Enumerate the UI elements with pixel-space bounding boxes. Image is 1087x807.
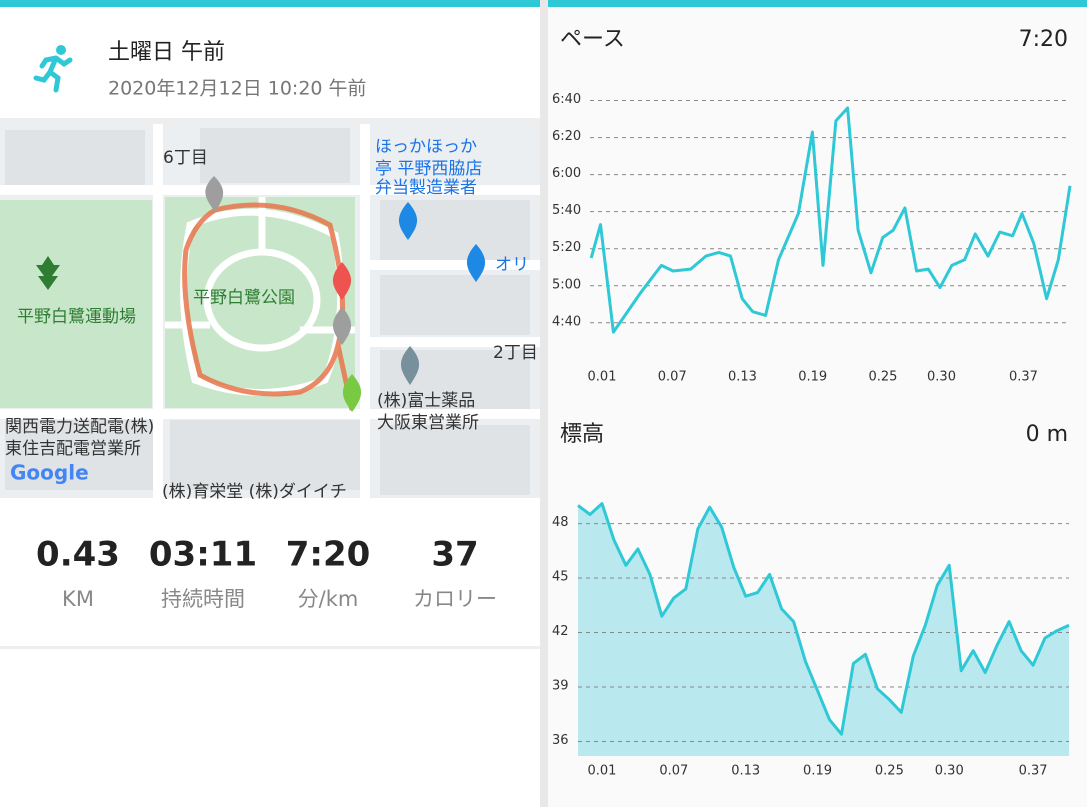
stat-value: 37 bbox=[431, 535, 478, 575]
stat-value: 03:11 bbox=[149, 535, 257, 575]
x-tick-label: 0.01 bbox=[588, 370, 617, 385]
y-tick-label: 45 bbox=[552, 570, 569, 585]
stat-label: カロリー bbox=[413, 587, 497, 611]
stat-label: KM bbox=[62, 587, 94, 611]
line bbox=[589, 106, 1072, 334]
x-tick-label: 0.25 bbox=[868, 370, 897, 385]
x-tick-label: 0.25 bbox=[875, 764, 904, 779]
map-label: 平野白鷺運動場 bbox=[17, 307, 136, 327]
chart-value: 0 m bbox=[1026, 422, 1068, 447]
map-label: オリ bbox=[495, 255, 529, 275]
y-tick-label: 48 bbox=[552, 515, 569, 530]
activity-datetime: 2020年12月12日 10:20 午前 bbox=[108, 78, 367, 100]
map: 6丁目 ほっかほっか 亭 平野西脇店 弁当製造業者 オリ 平野白鷺運動場 平野白… bbox=[0, 124, 540, 502]
chart-title: ペース bbox=[560, 27, 625, 52]
x-tick-label: 0.30 bbox=[935, 764, 964, 779]
map-label: (株)育栄堂 (株)ダイイチ bbox=[162, 482, 347, 502]
y-tick-label: 5:20 bbox=[552, 240, 581, 255]
divider bbox=[0, 646, 540, 649]
y-tick-label: 6:20 bbox=[552, 129, 581, 144]
stat-label: 持続時間 bbox=[161, 587, 245, 611]
x-tick-label: 0.19 bbox=[803, 764, 832, 779]
area bbox=[578, 503, 1069, 756]
top-bar bbox=[548, 0, 1087, 7]
stat-value: 7:20 bbox=[286, 535, 371, 575]
divider bbox=[0, 118, 540, 124]
line bbox=[577, 502, 1070, 736]
y-tick-label: 36 bbox=[552, 733, 569, 748]
map-label: 2丁目 bbox=[493, 343, 538, 363]
map-label: 弁当製造業者 bbox=[375, 178, 477, 198]
map-label: 関西電力送配電(株) bbox=[5, 417, 154, 437]
x-tick-label: 0.37 bbox=[1009, 370, 1038, 385]
x-tick-label: 0.37 bbox=[1019, 764, 1048, 779]
x-tick-label: 0.13 bbox=[728, 370, 757, 385]
top-bar bbox=[0, 0, 540, 7]
map-label: 大阪東営業所 bbox=[377, 413, 479, 433]
x-tick-label: 0.19 bbox=[798, 370, 827, 385]
map-label: 6丁目 bbox=[163, 148, 208, 168]
runner-icon bbox=[33, 45, 73, 93]
chart-title: 標高 bbox=[560, 422, 604, 447]
map-label: 亭 平野西脇店 bbox=[375, 159, 482, 179]
y-tick-label: 4:40 bbox=[552, 314, 581, 329]
y-tick-label: 6:40 bbox=[552, 92, 581, 107]
x-tick-label: 0.30 bbox=[927, 370, 956, 385]
map-pins bbox=[36, 176, 486, 412]
y-tick-label: 42 bbox=[552, 624, 569, 639]
y-tick-label: 5:40 bbox=[552, 203, 581, 218]
stats: 0.43 KM 03:11 持続時間 7:20 分/km 37 カロリー bbox=[36, 535, 497, 612]
stat-value: 0.43 bbox=[36, 535, 120, 575]
x-tick-label: 0.13 bbox=[731, 764, 760, 779]
activity-title: 土曜日 午前 bbox=[108, 40, 225, 65]
map-label: 平野白鷺公園 bbox=[193, 288, 295, 308]
map-label: 東住吉配電営業所 bbox=[5, 439, 141, 459]
y-tick-label: 39 bbox=[552, 679, 569, 694]
y-tick-label: 5:00 bbox=[552, 277, 581, 292]
y-tick-label: 6:00 bbox=[552, 166, 581, 181]
x-tick-label: 0.07 bbox=[659, 764, 688, 779]
stat-label: 分/km bbox=[298, 587, 359, 611]
x-tick-label: 0.07 bbox=[658, 370, 687, 385]
x-tick-label: 0.01 bbox=[587, 764, 616, 779]
map-label: (株)富士薬品 bbox=[377, 391, 475, 411]
google-logo: Google bbox=[10, 461, 89, 485]
map-label: ほっかほっか bbox=[375, 137, 477, 157]
chart-value: 7:20 bbox=[1019, 27, 1068, 52]
